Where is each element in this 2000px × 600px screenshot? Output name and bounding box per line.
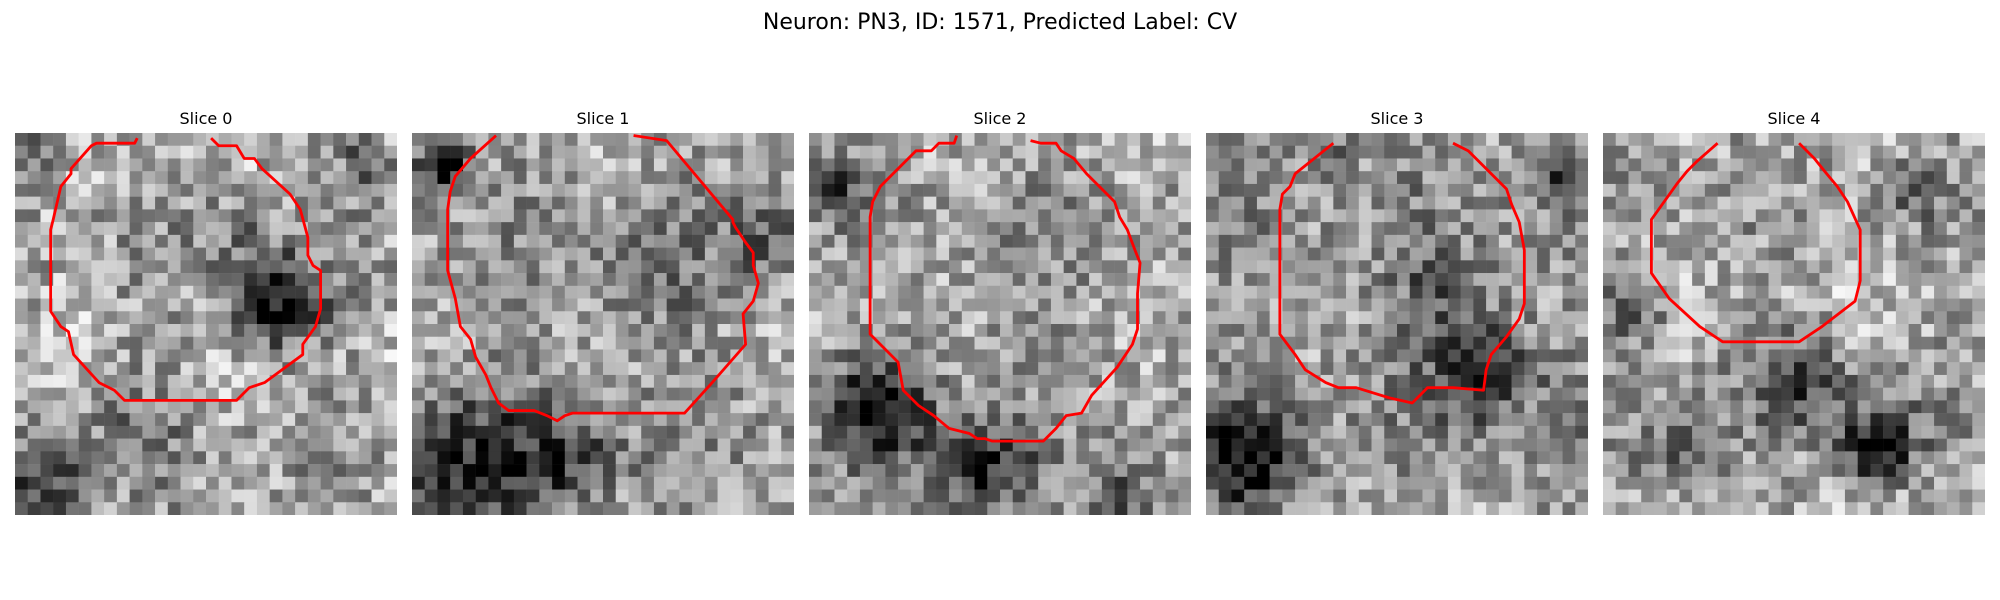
slice-title: Slice 0 [179, 109, 233, 128]
segmentation-contour [446, 134, 760, 423]
slice-image [809, 133, 1191, 515]
pixel-grid [15, 133, 397, 515]
slice-image [1603, 133, 1985, 515]
slice-image [412, 133, 794, 515]
segmentation-contour [49, 137, 323, 402]
segmentation-contour [1649, 142, 1862, 344]
pixel-grid [809, 133, 1191, 515]
slice-title: Slice 1 [576, 109, 630, 128]
segmentation-contour [1278, 141, 1526, 405]
slice-title: Slice 4 [1767, 109, 1821, 128]
pixel-grid [412, 133, 794, 515]
slice-image [1206, 133, 1588, 515]
slice-title: Slice 3 [1370, 109, 1424, 128]
slice-panel: Slice 1 [412, 108, 794, 518]
segmentation-contour [868, 135, 1142, 443]
slice-panel: Slice 4 [1603, 108, 1985, 518]
figure-title: Neuron: PN3, ID: 1571, Predicted Label: … [762, 10, 1238, 35]
slice-image [15, 133, 397, 515]
slice-panel: Slice 0 [15, 108, 397, 518]
slice-title: Slice 2 [973, 109, 1027, 128]
slice-panel: Slice 2 [809, 108, 1191, 518]
pixel-grid [1206, 133, 1588, 515]
pixel-grid [1603, 133, 1985, 515]
slice-panel: Slice 3 [1206, 108, 1588, 518]
